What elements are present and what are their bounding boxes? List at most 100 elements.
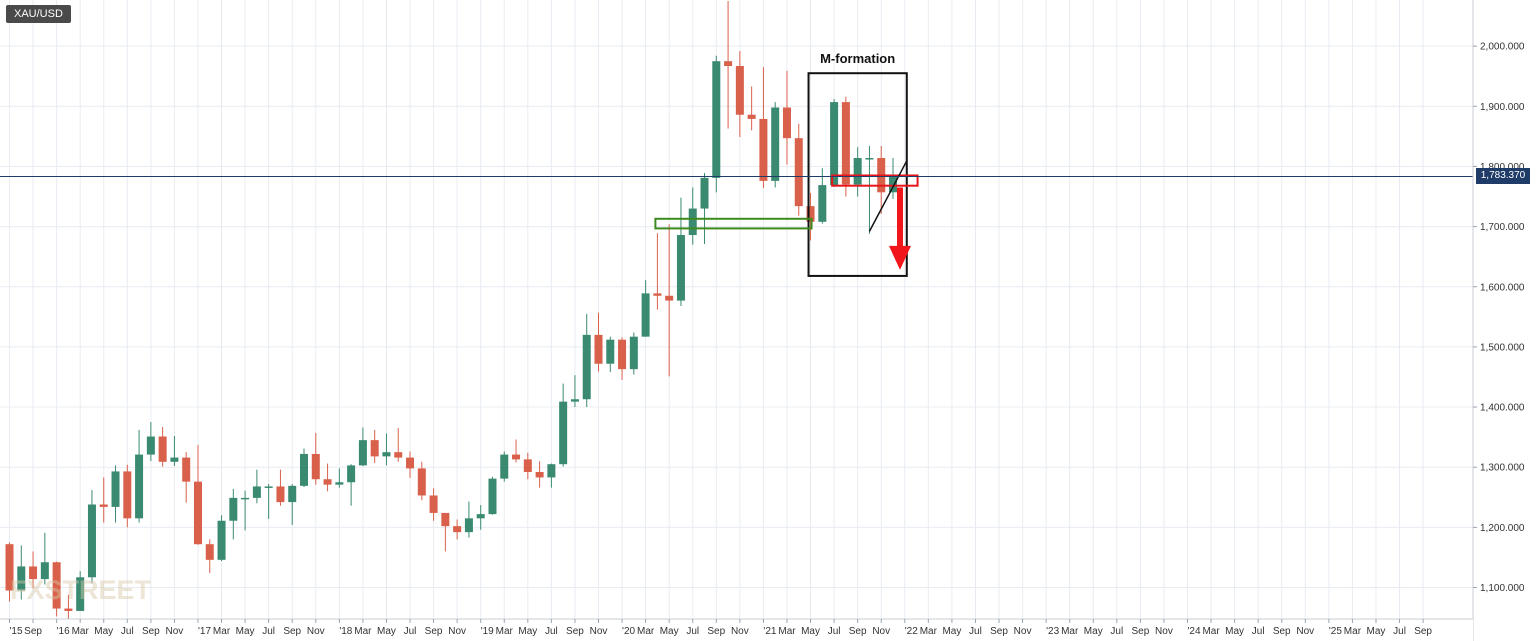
- x-tick-label: Mar: [920, 626, 938, 637]
- x-tick-label: Jul: [545, 626, 558, 637]
- symbol-badge[interactable]: XAU/USD: [6, 5, 71, 23]
- candle-body: [523, 459, 532, 473]
- x-tick-label: Jul: [1393, 626, 1406, 637]
- candle-body: [618, 339, 627, 370]
- candle-body: [323, 479, 332, 485]
- candle-body: [394, 452, 403, 458]
- y-tick-label: 1,300.000: [1480, 463, 1525, 474]
- x-tick-label: Nov: [1014, 626, 1032, 637]
- candle-body: [87, 504, 96, 578]
- candle-body: [123, 471, 132, 519]
- x-tick-label: Mar: [1344, 626, 1362, 637]
- x-tick-label: Nov: [448, 626, 466, 637]
- candle-body: [217, 520, 226, 560]
- candle-body: [347, 465, 356, 483]
- candle-body: [406, 457, 415, 469]
- candle-body: [252, 486, 261, 498]
- candle-body: [135, 454, 144, 519]
- candle-body: [158, 436, 167, 462]
- candle-body: [111, 471, 120, 507]
- y-tick-label: 1,400.000: [1480, 403, 1525, 414]
- x-tick-label: Jul: [1110, 626, 1123, 637]
- candle-body: [782, 107, 791, 139]
- candle-body: [358, 440, 367, 466]
- x-tick-label: Nov: [1155, 626, 1173, 637]
- candle-body: [146, 436, 155, 455]
- x-tick-label: Mar: [354, 626, 372, 637]
- candle-body: [429, 495, 438, 513]
- x-tick-label: Sep: [1131, 626, 1149, 637]
- x-tick-label: Mar: [637, 626, 655, 637]
- candle-body: [771, 107, 780, 181]
- candle-body: [594, 334, 603, 364]
- x-tick-label: Sep: [1273, 626, 1291, 637]
- x-tick-label: '25: [1329, 626, 1342, 637]
- candle-body: [5, 544, 14, 591]
- x-tick-label: Jul: [828, 626, 841, 637]
- candle-body: [759, 118, 768, 181]
- x-tick-label: Nov: [307, 626, 325, 637]
- candle-body: [535, 472, 544, 478]
- down-arrow-head: [889, 245, 911, 270]
- candle-body: [229, 497, 238, 521]
- candle-body: [488, 478, 497, 515]
- x-tick-label: Jul: [262, 626, 275, 637]
- x-tick-label: Mar: [778, 626, 796, 637]
- candle-body: [841, 102, 850, 185]
- candle-body: [889, 176, 897, 193]
- x-tick-label: Sep: [283, 626, 301, 637]
- x-tick-label: May: [801, 626, 820, 637]
- x-tick-label: May: [1225, 626, 1244, 637]
- x-tick-label: '17: [198, 626, 211, 637]
- candle-body: [665, 295, 674, 301]
- x-tick-label: Sep: [707, 626, 725, 637]
- candle-body: [641, 293, 650, 337]
- y-tick-label: 1,700.000: [1480, 222, 1525, 233]
- y-tick-label: 1,800.000: [1480, 162, 1525, 173]
- x-tick-label: May: [1084, 626, 1103, 637]
- x-tick-label: May: [94, 626, 113, 637]
- x-tick-label: Jul: [404, 626, 417, 637]
- candle-body: [865, 158, 874, 160]
- x-tick-label: Sep: [1414, 626, 1432, 637]
- x-tick-label: Jul: [121, 626, 134, 637]
- x-tick-label: Sep: [990, 626, 1008, 637]
- candle-body: [476, 514, 485, 519]
- x-tick-label: '22: [905, 626, 918, 637]
- candle-body: [205, 544, 214, 560]
- x-tick-label: Sep: [24, 626, 42, 637]
- m-formation-label: M-formation: [820, 51, 895, 66]
- x-tick-label: May: [236, 626, 255, 637]
- candle-body: [370, 440, 379, 457]
- x-tick-label: Nov: [872, 626, 890, 637]
- candle-body: [547, 464, 556, 478]
- candle-body: [276, 486, 285, 503]
- x-tick-label: Mar: [496, 626, 514, 637]
- y-tick-label: 1,200.000: [1480, 523, 1525, 534]
- time-axis[interactable]: '15 Sep '16 Mar May Jul Sep Nov '17 Mar May Jul Sep N…: [9, 619, 1433, 637]
- x-tick-label: Jul: [686, 626, 699, 637]
- x-tick-label: Nov: [731, 626, 749, 637]
- x-tick-label: '24: [1188, 626, 1201, 637]
- candle-body: [629, 336, 638, 370]
- x-tick-label: '21: [763, 626, 776, 637]
- down-arrow-shaft: [897, 187, 903, 248]
- candle-body: [76, 577, 85, 611]
- x-tick-label: May: [1367, 626, 1386, 637]
- x-tick-label: '18: [339, 626, 352, 637]
- x-tick-label: Mar: [213, 626, 231, 637]
- x-tick-label: '15: [10, 626, 23, 637]
- candle-body: [559, 401, 568, 465]
- support-zone: [654, 217, 813, 230]
- candle-body: [40, 562, 49, 580]
- candle-body: [264, 486, 273, 488]
- candle-body: [512, 454, 521, 460]
- candle-body: [582, 334, 591, 400]
- candle-body: [747, 114, 756, 119]
- x-tick-label: '20: [622, 626, 635, 637]
- price-axis[interactable]: 1,100.000 1,200.000 1,300.000 1,400.000 1,50…: [1473, 42, 1525, 594]
- candle-body: [806, 206, 815, 222]
- candle-body: [300, 453, 308, 486]
- candle-body: [500, 454, 509, 479]
